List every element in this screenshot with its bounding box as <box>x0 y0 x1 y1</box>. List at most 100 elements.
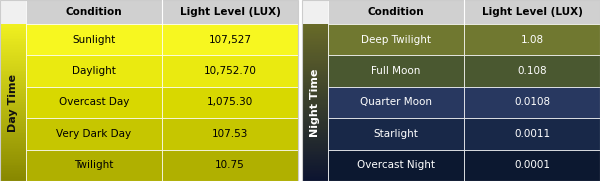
Bar <box>0 61 26 63</box>
Text: Light Level (LUX): Light Level (LUX) <box>179 7 280 17</box>
Bar <box>0 141 26 143</box>
Bar <box>302 55 328 57</box>
Bar <box>0 159 26 161</box>
Text: Sunlight: Sunlight <box>73 35 116 45</box>
Bar <box>464 55 600 87</box>
Bar <box>328 0 600 24</box>
Bar <box>302 61 328 63</box>
Bar <box>0 24 26 26</box>
Bar <box>0 41 26 43</box>
Bar <box>0 99 26 101</box>
Text: Day Time: Day Time <box>8 73 18 132</box>
Bar <box>0 174 26 176</box>
Text: 0.0108: 0.0108 <box>514 98 550 108</box>
Bar <box>0 52 26 54</box>
Bar <box>302 152 328 154</box>
Bar <box>0 55 26 57</box>
Bar <box>0 148 26 150</box>
Text: 10,752.70: 10,752.70 <box>203 66 256 76</box>
Bar <box>0 66 26 68</box>
Bar <box>0 132 26 134</box>
Bar <box>0 176 26 178</box>
Bar <box>0 86 26 88</box>
Bar <box>302 108 328 110</box>
Bar <box>0 39 26 41</box>
Bar <box>0 0 298 181</box>
Bar <box>302 68 328 70</box>
Bar <box>0 116 26 118</box>
Bar <box>302 133 328 135</box>
Bar <box>302 72 328 74</box>
Bar <box>302 49 328 51</box>
Bar <box>464 150 600 181</box>
Bar <box>0 152 26 154</box>
Bar <box>0 115 26 117</box>
Bar <box>0 143 26 145</box>
Bar <box>0 85 26 87</box>
Bar <box>0 154 26 156</box>
Bar <box>302 52 328 54</box>
Bar <box>464 118 600 150</box>
Bar <box>302 88 328 90</box>
Bar <box>0 110 26 112</box>
Text: Starlight: Starlight <box>374 129 418 139</box>
Bar <box>302 127 328 129</box>
Bar <box>302 58 328 60</box>
Bar <box>0 163 26 165</box>
Bar <box>0 35 26 37</box>
Bar <box>302 100 328 102</box>
Text: Twilight: Twilight <box>74 160 113 170</box>
Bar <box>26 150 162 181</box>
Bar <box>0 121 26 123</box>
Bar <box>0 179 26 181</box>
Bar <box>0 38 26 40</box>
Text: 1,075.30: 1,075.30 <box>207 98 253 108</box>
Bar <box>302 140 328 142</box>
Bar <box>302 170 328 172</box>
Bar <box>0 88 26 90</box>
Bar <box>0 83 26 85</box>
Bar <box>0 151 26 153</box>
Bar <box>162 150 298 181</box>
Bar <box>0 166 26 169</box>
Bar <box>302 146 328 148</box>
Bar <box>0 138 26 140</box>
Bar <box>302 33 328 35</box>
Bar <box>302 163 328 165</box>
Bar <box>302 47 328 49</box>
Bar <box>302 85 328 87</box>
Bar <box>0 0 26 24</box>
Bar <box>0 136 26 139</box>
Bar <box>302 119 328 121</box>
Text: 0.108: 0.108 <box>517 66 547 76</box>
Bar <box>302 176 328 178</box>
Bar <box>0 104 26 106</box>
Bar <box>0 64 26 66</box>
Bar <box>328 118 464 150</box>
Bar <box>302 66 328 68</box>
Bar <box>302 97 328 99</box>
Bar <box>302 141 328 143</box>
Bar <box>302 151 328 153</box>
Bar <box>302 38 328 40</box>
Bar <box>302 94 328 96</box>
Bar <box>0 108 26 110</box>
Bar <box>0 47 26 49</box>
Bar <box>302 75 328 77</box>
Bar <box>302 171 328 173</box>
Bar <box>302 99 328 101</box>
Bar <box>302 144 328 146</box>
Bar <box>302 173 328 175</box>
Text: 107,527: 107,527 <box>209 35 251 45</box>
Bar <box>0 75 26 77</box>
Bar <box>0 56 26 58</box>
Bar <box>0 69 26 71</box>
Bar <box>302 0 328 24</box>
Bar <box>302 27 328 29</box>
Bar <box>0 33 26 35</box>
Bar <box>0 171 26 173</box>
Bar <box>302 63 328 65</box>
Bar <box>0 157 26 159</box>
Text: Condition: Condition <box>65 7 122 17</box>
Bar <box>302 130 328 132</box>
